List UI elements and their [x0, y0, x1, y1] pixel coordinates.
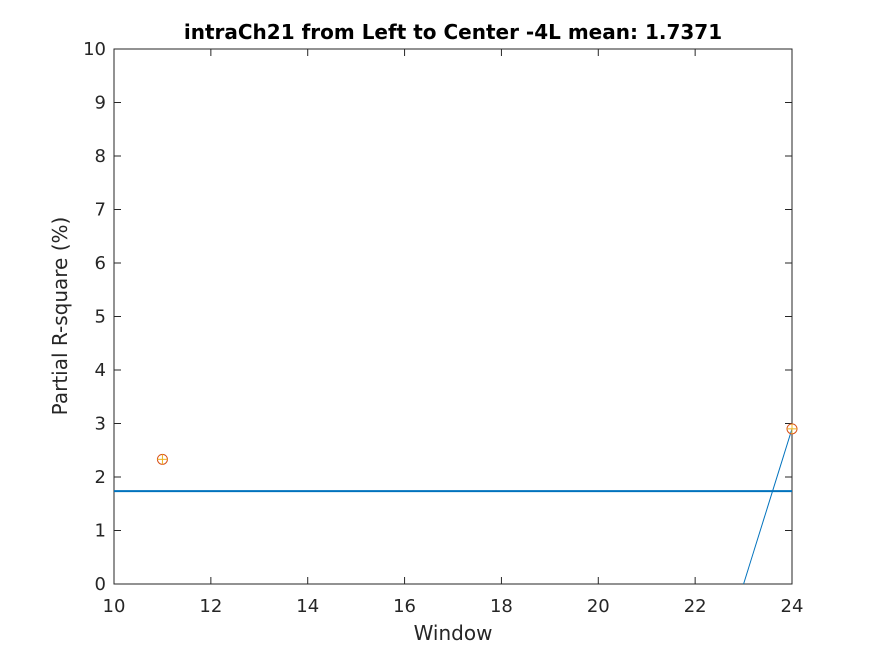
y-tick-label: 7 [95, 200, 106, 221]
x-tick-label: 16 [393, 596, 416, 617]
y-tick-label: 3 [95, 414, 106, 435]
y-tick-label: 6 [95, 253, 106, 274]
x-tick-label: 10 [103, 596, 126, 617]
y-tick-label: 9 [95, 93, 106, 114]
axes-box [113, 48, 793, 585]
x-tick-label: 14 [296, 596, 319, 617]
x-tick-label: 12 [199, 596, 222, 617]
x-tick-label: 18 [490, 596, 513, 617]
y-tick-label: 0 [95, 574, 106, 595]
y-tick-label: 5 [95, 307, 106, 328]
x-tick-label: 22 [684, 596, 707, 617]
y-tick-label: 1 [95, 521, 106, 542]
data-layer [114, 423, 798, 585]
y-axis-label: Partial R-square (%) [48, 217, 72, 416]
plot-area [113, 48, 793, 585]
y-tick-label: 10 [83, 39, 106, 60]
y-tick-label: 4 [95, 360, 106, 381]
series-line [743, 428, 793, 585]
x-axis: 10 12 14 16 18 20 22 24 [103, 49, 804, 617]
x-tick-label: 20 [587, 596, 610, 617]
x-tick-label: 24 [781, 596, 804, 617]
y-tick-label: 2 [95, 467, 106, 488]
y-tick-label: 8 [95, 146, 106, 167]
y-axis: 0 1 2 3 4 5 6 7 8 9 10 [83, 39, 792, 595]
chart-title: intraCh21 from Left to Center -4L mean: … [184, 20, 722, 44]
x-axis-label: Window [414, 621, 493, 645]
